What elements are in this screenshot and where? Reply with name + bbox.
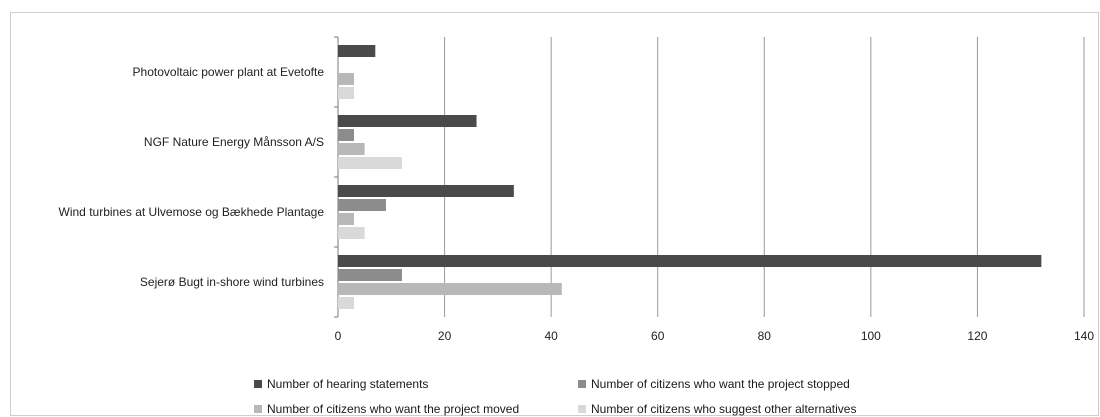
x-tick-label: 100	[861, 329, 881, 343]
legend-label: Number of hearing statements	[267, 377, 429, 391]
legend-swatch	[254, 405, 262, 413]
x-tick-label: 80	[758, 329, 772, 343]
bar-3-3	[338, 297, 354, 309]
legend-item: Number of citizens who want the project …	[578, 377, 850, 391]
y-category-label: Sejerø Bugt in-shore wind turbines	[140, 275, 324, 289]
chart-frame: 0 20 40 60 80 100 120 140 Photovoltaic power pla…	[10, 12, 1099, 416]
x-tick-label: 20	[438, 329, 452, 343]
bar-1-3	[338, 269, 402, 281]
legend-swatch	[578, 380, 586, 388]
y-category-label: Wind turbines at Ulvemose og Bækhede Pla…	[59, 205, 325, 219]
x-tick-label: 40	[544, 329, 558, 343]
bar-3-2	[338, 227, 365, 239]
bar-0-3	[338, 255, 1042, 267]
y-category-label: Photovoltaic power plant at Evetofte	[133, 65, 325, 79]
legend-label: Number of citizens who suggest other alt…	[591, 402, 857, 416]
bar-1-1	[338, 129, 354, 141]
bar-1-2	[338, 199, 386, 211]
bar-2-2	[338, 213, 354, 225]
bar-2-0	[338, 73, 354, 85]
bar-0-2	[338, 185, 514, 197]
bar-3-0	[338, 87, 354, 99]
x-tick-label: 120	[967, 329, 987, 343]
legend-label: Number of citizens who want the project …	[591, 377, 850, 391]
y-category-label: NGF Nature Energy Månsson A/S	[144, 135, 324, 149]
legend-swatch	[578, 405, 586, 413]
x-tick-label: 0	[335, 329, 342, 343]
bar-0-1	[338, 115, 477, 127]
bar-2-1	[338, 143, 365, 155]
legend-item: Number of citizens who suggest other alt…	[578, 402, 856, 416]
legend-label: Number of citizens who want the project …	[267, 402, 520, 416]
bar-2-3	[338, 283, 562, 295]
legend-item: Number of citizens who want the project …	[254, 402, 519, 416]
bar-chart: 0 20 40 60 80 100 120 140 Photovoltaic power pla…	[59, 36, 1094, 343]
bar-3-1	[338, 157, 402, 169]
x-tick-label: 60	[651, 329, 665, 343]
bar-0-0	[338, 45, 376, 57]
legend-swatch	[254, 380, 262, 388]
legend-item: Number of hearing statements	[254, 377, 428, 391]
x-tick-label: 140	[1074, 329, 1094, 343]
